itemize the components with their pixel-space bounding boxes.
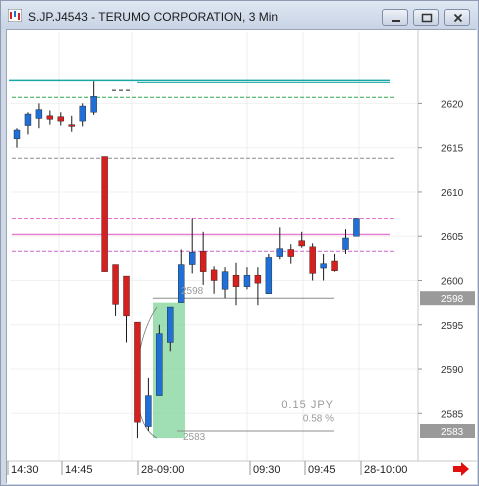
y-tick-label: 2615 [441, 144, 464, 155]
candle-up [265, 257, 273, 294]
chart-app-icon [8, 9, 22, 22]
minimize-icon [392, 20, 400, 22]
title-bar[interactable]: S.JP.J4543 - TERUMO CORPORATION, 3 Min [1, 1, 478, 29]
x-tick-label: 28-10:00 [364, 464, 407, 476]
candle-up [221, 271, 229, 290]
chart-background [7, 30, 477, 484]
candle-up [13, 129, 21, 140]
candle-down [309, 246, 316, 274]
candle-up [24, 113, 32, 126]
price-marker-box [420, 424, 475, 438]
x-axis-band [7, 462, 477, 484]
candle-down [254, 274, 262, 284]
price-marker-label: 2583 [441, 427, 464, 438]
y-tick-label: 2610 [441, 188, 464, 199]
price-marker-box [420, 291, 475, 306]
x-tick-label: 09:30 [253, 464, 281, 476]
close-button[interactable] [444, 9, 470, 26]
candle-down [68, 124, 75, 127]
price-marker-label: 2598 [441, 294, 464, 305]
candle-up [167, 306, 174, 343]
candle-up [276, 248, 283, 257]
candle-up [35, 109, 43, 119]
candle-down [210, 269, 218, 281]
candle-down [112, 264, 119, 305]
measure-label-top: 2598 [181, 286, 204, 297]
candle-up [342, 237, 349, 250]
candle-down [57, 116, 64, 122]
measure-change-label: 0.15 JPY [281, 399, 334, 411]
candle-up [320, 263, 327, 269]
y-tick-label: 2605 [441, 232, 464, 243]
x-tick-label: 14:45 [65, 464, 93, 476]
chart-frame: 2585 2590 2595 2600 2605 2610 2615 2620 2598 2583… [6, 29, 477, 484]
candle-down [123, 275, 130, 317]
candle-up [243, 274, 251, 287]
minimize-button[interactable] [382, 9, 408, 26]
candle-down [298, 240, 305, 247]
x-tick-label: 14:30 [11, 464, 39, 476]
y-tick-label: 2595 [441, 321, 464, 332]
candle-up [79, 105, 86, 122]
candle-up [145, 395, 152, 427]
candle-up [178, 264, 185, 303]
restore-icon [421, 13, 433, 23]
y-tick-label: 2585 [441, 409, 464, 420]
x-tick-label: 09:45 [308, 464, 336, 476]
measure-label-bottom: 2583 [183, 432, 206, 443]
x-tick-label: 28-09:00 [141, 464, 184, 476]
close-icon [453, 13, 463, 23]
candle-up [188, 251, 196, 265]
y-tick-label: 2590 [441, 365, 464, 376]
scroll-right-arrow-icon[interactable] [452, 461, 470, 477]
candle-up [90, 96, 97, 113]
candle-down [287, 249, 294, 257]
candle-down [199, 251, 207, 272]
candle-up [353, 218, 360, 237]
candle-down [46, 115, 54, 120]
candle-down [134, 321, 141, 423]
y-tick-label: 2620 [441, 99, 464, 110]
candle-down [331, 260, 338, 271]
candlestick-chart[interactable]: 2585 2590 2595 2600 2605 2610 2615 2620 2598 2583… [7, 30, 477, 484]
candle-down [232, 274, 240, 287]
window-title: S.JP.J4543 - TERUMO CORPORATION, 3 Min [28, 10, 279, 24]
candle-up [156, 333, 163, 396]
candle-down [101, 156, 108, 272]
y-tick-label: 2600 [441, 276, 464, 287]
measure-percent-label: 0.58 % [303, 413, 334, 424]
restore-button[interactable] [413, 9, 439, 26]
